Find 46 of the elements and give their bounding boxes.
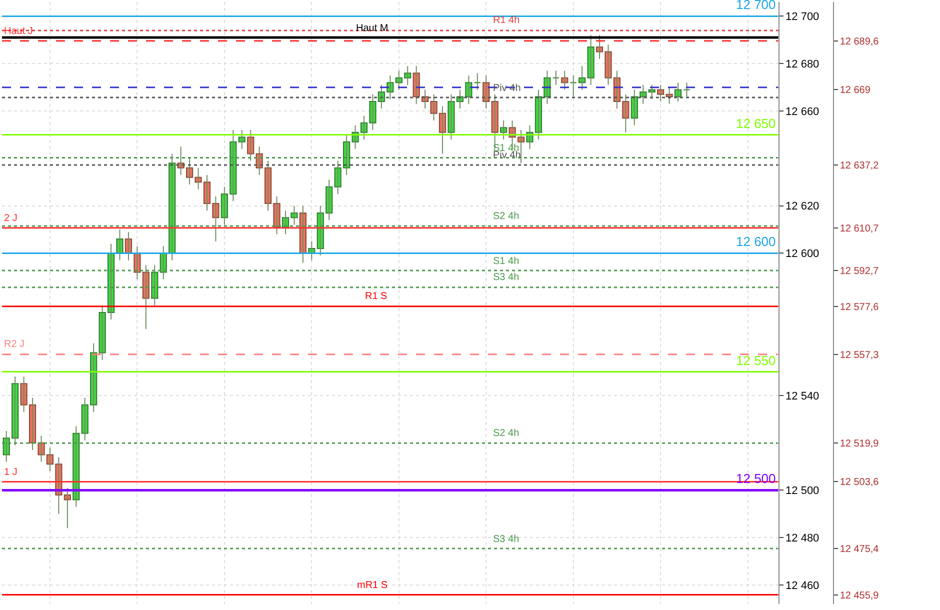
ref-line-label: 12 650 <box>736 116 776 131</box>
candlestick <box>552 70 560 86</box>
ref-line-label: R1 4h <box>493 15 520 26</box>
y-tick-label: 12 480 <box>786 532 820 544</box>
y2-tick-label: 12 669 <box>840 85 871 96</box>
y-tick-label: 12 620 <box>786 200 820 213</box>
candlestick <box>238 129 246 150</box>
y2-tick-label: 12 610,7 <box>840 223 880 234</box>
ref-line-label: S1 4h <box>493 256 520 267</box>
ref-line-label: Haut J <box>4 26 33 37</box>
ref-line-label: mR1 S <box>357 580 388 591</box>
y-tick-label: 12 460 <box>786 580 820 592</box>
y2-tick-label: 12 557,3 <box>840 350 880 361</box>
y2-tick-label: 12 637,2 <box>840 160 880 172</box>
y-tick-label: 12 680 <box>786 58 820 70</box>
candlestick <box>648 84 656 100</box>
ref-line-label: 12 600 <box>736 234 776 249</box>
ref-line-label: R1 S <box>365 291 388 302</box>
ref-line-label: S3 4h <box>493 534 520 545</box>
y-tick-label: 12 660 <box>786 106 820 118</box>
candlestick <box>683 82 690 98</box>
ref-line-label: R2 J <box>4 339 25 350</box>
y2-tick-label: 12 577,6 <box>840 302 880 313</box>
candlestick <box>500 120 508 140</box>
y2-tick-label: 12 475,4 <box>840 544 880 556</box>
y-tick-label: 12 540 <box>786 390 820 402</box>
y-tick-label: 12 700 <box>786 11 820 24</box>
y2-tick-label: 12 455,9 <box>840 590 880 602</box>
ref-line-label: S3 4h <box>493 272 520 283</box>
y2-tick-label: 12 519,9 <box>840 438 880 450</box>
ref-line-label: 12 550 <box>736 353 776 368</box>
y2-tick-label: 12 592,7 <box>840 266 880 278</box>
ref-line-label: S2 4h <box>493 211 520 222</box>
candlestick <box>570 74 577 98</box>
ref-line-label: Haut M <box>356 23 388 34</box>
y2-tick-label: 12 503,6 <box>840 477 880 488</box>
candlestick <box>474 72 481 90</box>
y-tick-label: 12 500 <box>786 485 820 498</box>
ref-line-label: Piv 4h <box>493 83 521 94</box>
ref-line-label: 12 700 <box>736 0 776 12</box>
ref-line-label: 1 J <box>4 467 18 478</box>
ref-line-label: S2 4h <box>493 428 520 439</box>
candlestick <box>657 84 664 102</box>
y-tick-label: 12 600 <box>786 248 820 260</box>
ref-line-label: 2 J <box>4 213 18 224</box>
y2-tick-label: 12 689,6 <box>840 36 880 48</box>
